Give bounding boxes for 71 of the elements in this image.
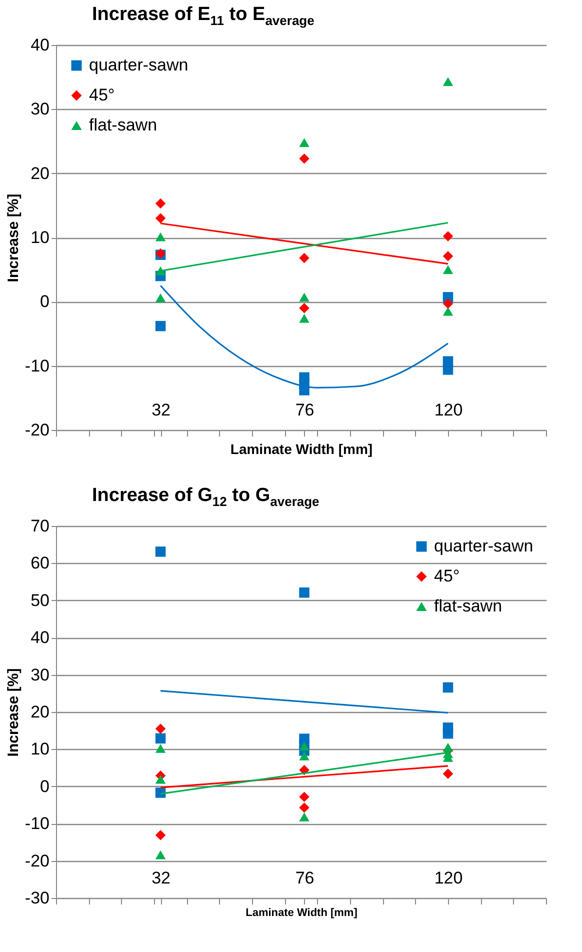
y-axis-title: Increase [%] <box>4 668 22 757</box>
legend-label: flat-sawn <box>89 116 158 134</box>
point <box>442 768 454 779</box>
point <box>299 812 310 822</box>
y-tick-label: -10 <box>24 814 50 834</box>
y-tick-label: -20 <box>24 851 50 870</box>
point <box>442 77 454 86</box>
legend-label: 45° <box>434 566 460 586</box>
point <box>299 292 310 302</box>
y-tick-label: 30 <box>30 100 50 119</box>
point <box>155 266 166 276</box>
point <box>155 232 166 242</box>
point <box>299 138 310 147</box>
y-tick-label: -20 <box>24 420 50 440</box>
y-tick-label: 10 <box>30 228 50 247</box>
point <box>442 250 454 262</box>
y-axis-title: Increase [%] <box>4 194 22 282</box>
legend-label: flat-sawn <box>434 596 502 616</box>
point <box>442 298 454 309</box>
y-tick-label: 40 <box>30 628 50 648</box>
point <box>299 792 310 802</box>
y-tick-label: -30 <box>24 888 50 908</box>
point <box>299 252 310 264</box>
point <box>155 293 166 302</box>
legend-label: quarter-sawn <box>89 56 188 74</box>
point <box>155 850 166 860</box>
point <box>299 153 310 164</box>
point <box>299 314 310 323</box>
y-tick-label: 60 <box>30 554 50 573</box>
point <box>155 733 166 744</box>
x-tick-label: 76 <box>295 868 314 888</box>
point <box>442 306 454 316</box>
point <box>299 751 310 760</box>
y-tick-label: 70 <box>30 516 50 536</box>
x-tick-label: 32 <box>152 400 170 420</box>
legend-label: quarter-sawn <box>434 536 534 556</box>
point <box>299 802 310 813</box>
point <box>155 774 166 784</box>
x-tick-label: 32 <box>152 868 170 888</box>
x-axis-title: Laminate Width [mm] <box>230 441 373 457</box>
point <box>155 830 166 840</box>
point <box>155 320 166 332</box>
point <box>442 682 454 693</box>
y-tick-label: 50 <box>30 590 50 610</box>
y-tick-label: 0 <box>40 292 50 312</box>
x-axis-title: Laminate Width [mm] <box>246 907 358 919</box>
point <box>155 744 166 753</box>
x-tick-label: 120 <box>434 400 463 420</box>
y-tick-label: 30 <box>30 665 50 684</box>
point <box>299 385 310 396</box>
point <box>442 364 454 375</box>
chart-title: Increase of G$_{12}$ to G$_{average}$ <box>91 484 320 511</box>
point <box>442 231 454 242</box>
y-tick-label: 40 <box>30 36 50 54</box>
y-tick-label: 0 <box>40 776 50 796</box>
y-tick-label: 20 <box>30 164 50 183</box>
x-tick-label: 120 <box>434 868 463 888</box>
point <box>155 724 166 734</box>
point <box>442 265 454 274</box>
y-tick-label: 10 <box>30 740 50 759</box>
point <box>299 302 310 314</box>
y-tick-label: -10 <box>24 356 50 376</box>
y-tick-label: 20 <box>30 702 50 722</box>
legend-label: 45° <box>89 86 115 104</box>
point <box>442 728 454 739</box>
x-tick-label: 76 <box>295 400 314 420</box>
point <box>155 213 166 224</box>
point <box>299 587 310 598</box>
chart-title: Increase of E$_{11}$ to E$_{average}$ <box>91 3 316 30</box>
point <box>155 198 166 209</box>
point <box>155 546 166 557</box>
